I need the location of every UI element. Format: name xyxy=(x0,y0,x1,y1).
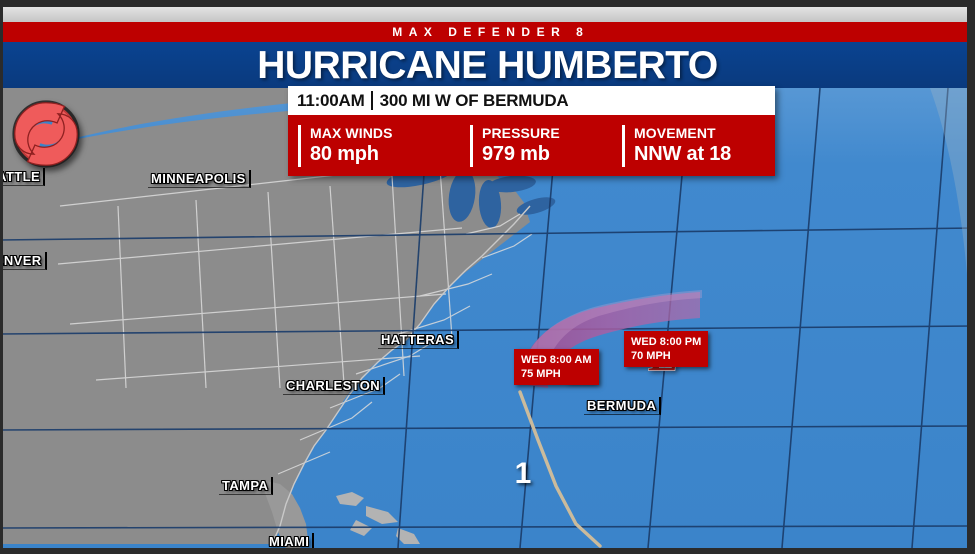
network-brand-text: MAX DEFENDER 8 xyxy=(392,25,590,39)
forecast-wind-wed-pm: 70 MPH xyxy=(631,350,671,363)
network-brand-bar: MAX DEFENDER 8 xyxy=(0,22,975,42)
stat-value-pressure: 979 mb xyxy=(482,143,550,165)
forecast-label-wed-pm[interactable]: WED 8:00 PM 70 MPH xyxy=(624,331,709,368)
stat-movement: MOVEMENT NNW at 18 xyxy=(622,124,731,168)
storm-stats-row: MAX WINDS 80 mph PRESSURE 979 mb MOVEMEN… xyxy=(288,115,775,176)
stat-label-movement: MOVEMENT xyxy=(634,125,716,141)
city-label-minneapolis: MINNEAPOLIS xyxy=(148,170,251,188)
top-edge-bar xyxy=(0,0,975,7)
stat-label-pressure: PRESSURE xyxy=(482,125,560,141)
advisory-time: 11:00AM xyxy=(297,90,365,110)
past-track-line xyxy=(518,390,602,548)
forecast-wind-wed-am: 75 MPH xyxy=(521,368,561,381)
stat-value-max-winds: 80 mph xyxy=(310,143,379,165)
stat-text-pressure: PRESSURE 979 mb xyxy=(482,125,560,166)
city-label-denver: DENVER xyxy=(0,252,47,270)
globe-limb xyxy=(930,88,975,288)
city-label-bermuda: BERMUDA xyxy=(584,397,662,415)
forecast-label-wed-am[interactable]: WED 8:00 AM 75 MPH xyxy=(514,349,599,386)
storm-info-panel: 11:00AM 300 MI W OF BERMUDA MAX WINDS 80… xyxy=(288,86,775,176)
florida xyxy=(262,480,308,548)
bottom-edge-bar xyxy=(0,548,975,554)
left-edge-bar xyxy=(0,0,3,554)
stat-pressure: PRESSURE 979 mb xyxy=(470,124,622,168)
stat-text-movement: MOVEMENT NNW at 18 xyxy=(634,125,731,166)
stat-max-winds: MAX WINDS 80 mph xyxy=(298,124,470,168)
stat-divider-winds xyxy=(298,124,301,167)
city-label-miami: MIAMI xyxy=(266,533,315,548)
city-label-hatteras: HATTERAS xyxy=(378,331,460,349)
landmass-north-america xyxy=(0,88,530,544)
broadcast-header: MAX DEFENDER 8 HURRICANE HUMBERTO xyxy=(0,0,975,88)
stat-text-winds: MAX WINDS 80 mph xyxy=(310,125,393,166)
storm-location: 300 MI W OF BERMUDA xyxy=(379,90,569,110)
hurricane-symbol-icon xyxy=(12,100,80,168)
silver-accent-bar xyxy=(0,7,975,22)
stat-divider-movement xyxy=(622,124,625,167)
storm-info-header: 11:00AM 300 MI W OF BERMUDA xyxy=(288,86,775,115)
city-label-charleston: CHARLESTON xyxy=(283,377,386,395)
stat-value-movement: NNW at 18 xyxy=(634,143,732,165)
forecast-time-wed-pm: WED 8:00 PM xyxy=(631,336,702,348)
stat-label-max-winds: MAX WINDS xyxy=(310,125,393,141)
header-divider xyxy=(370,91,373,110)
city-label-tampa: TAMPA xyxy=(219,477,274,495)
stat-divider-pressure xyxy=(470,124,473,167)
forecast-cone xyxy=(520,292,700,388)
forecast-time-wed-am: WED 8:00 AM xyxy=(521,354,592,366)
right-edge-bar xyxy=(967,0,975,554)
city-label-seattle: SEATTLE xyxy=(0,168,46,186)
map-graphics: L L xyxy=(0,88,975,548)
title-bar: HURRICANE HUMBERTO xyxy=(0,42,975,88)
page-title: HURRICANE HUMBERTO xyxy=(257,43,718,87)
east-coastline xyxy=(271,205,531,545)
